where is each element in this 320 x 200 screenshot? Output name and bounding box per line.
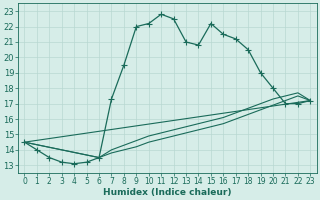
X-axis label: Humidex (Indice chaleur): Humidex (Indice chaleur) <box>103 188 232 197</box>
